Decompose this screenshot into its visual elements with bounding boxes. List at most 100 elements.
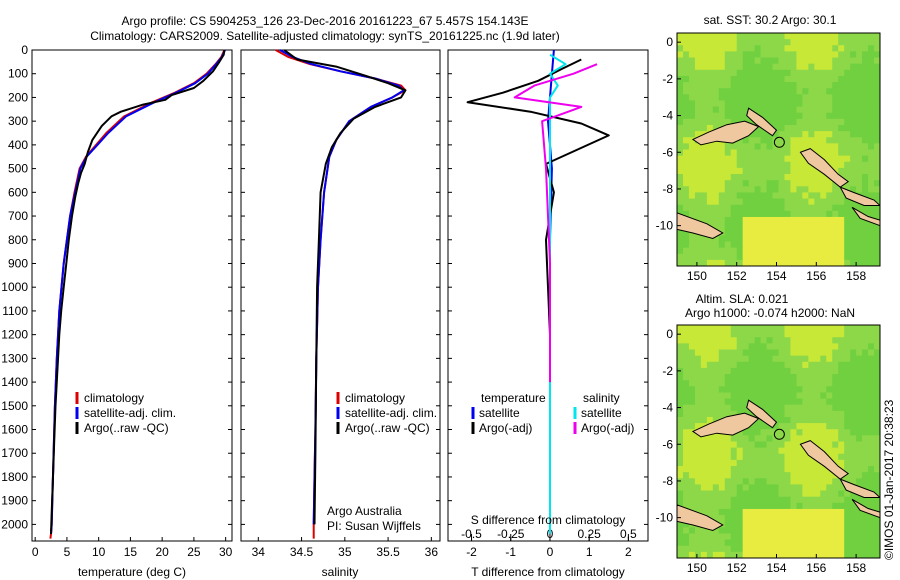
map-cell — [784, 447, 791, 455]
map-cell — [688, 253, 696, 261]
map-cell — [832, 131, 839, 138]
map-cell — [706, 174, 714, 181]
map-cell — [766, 374, 774, 381]
map-cell — [820, 404, 827, 412]
map-cell — [700, 361, 708, 369]
map-cell — [808, 63, 815, 71]
map-cell — [868, 337, 875, 344]
map-cell — [724, 453, 732, 461]
map-cell — [856, 515, 863, 522]
map-cell — [874, 502, 880, 510]
map-cell — [712, 210, 720, 218]
map-cell — [862, 149, 869, 157]
map-cell — [766, 223, 774, 230]
temperature-panel: 0 5 10 15 20 25 300100200300400500600700800900… — [1, 43, 232, 579]
map-cell — [700, 143, 708, 150]
series-line-salinity-argo-adj- — [513, 63, 598, 383]
map-cell — [682, 174, 690, 181]
map-y-tick-label: -2 — [662, 72, 673, 86]
map-cell — [766, 149, 774, 157]
map-cell — [712, 331, 720, 338]
map-cell — [832, 161, 839, 169]
map-cell — [694, 174, 702, 181]
map-cell — [766, 57, 774, 65]
map-cell — [820, 235, 827, 242]
map-cell — [832, 112, 839, 120]
map-cell — [754, 192, 762, 200]
map-cell — [724, 235, 732, 242]
map-cell — [874, 441, 880, 449]
map-cell — [790, 253, 797, 261]
map-cell — [832, 380, 839, 387]
map-cell — [706, 192, 714, 200]
map-cell — [868, 33, 875, 40]
map-cell — [688, 241, 696, 249]
map-cell — [778, 374, 785, 381]
map-cell — [802, 216, 809, 224]
map-cell — [772, 112, 779, 120]
map-y-tick-label: -6 — [662, 437, 673, 451]
map-cell — [838, 325, 845, 332]
map-cell — [796, 367, 803, 375]
map-cell — [694, 69, 702, 77]
map-cell — [796, 180, 803, 187]
map-cell — [694, 367, 702, 375]
map-cell — [862, 57, 869, 65]
map-cell — [850, 186, 857, 193]
map-cell — [790, 490, 797, 498]
map-cell — [784, 459, 791, 467]
salinity-plot-frame — [240, 49, 441, 542]
map-cell — [718, 447, 726, 455]
map-cell — [802, 355, 809, 363]
map-cell — [868, 57, 875, 65]
map-cell — [814, 167, 821, 175]
map-cell — [874, 63, 880, 71]
map-cell — [844, 137, 851, 144]
map-cell — [772, 45, 779, 52]
map-cell — [826, 416, 833, 424]
map-cell — [772, 380, 779, 387]
map-cell — [832, 259, 839, 266]
map-cell — [700, 502, 708, 510]
map-cell — [790, 69, 797, 77]
map-cell — [790, 241, 797, 249]
map-cell — [820, 253, 827, 261]
map-cell — [718, 551, 726, 558]
map-cell — [790, 180, 797, 187]
map-cell — [790, 51, 797, 59]
map-cell — [706, 435, 714, 442]
map-cell — [832, 235, 839, 242]
map-cell — [748, 380, 756, 387]
map-cell — [700, 198, 708, 206]
map-cell — [814, 216, 821, 224]
map-cell — [730, 192, 738, 200]
map-cell — [682, 429, 690, 436]
map-cell — [874, 192, 880, 200]
map-cell — [856, 75, 863, 83]
map-cell — [820, 124, 827, 132]
map-y-tick-label: -8 — [662, 474, 673, 488]
map-cell — [850, 386, 857, 393]
map-cell — [718, 75, 726, 83]
map-cell — [832, 355, 839, 363]
map-cell — [700, 416, 708, 424]
map-cell — [784, 472, 791, 479]
map-cell — [802, 75, 809, 83]
map-cell — [850, 253, 857, 261]
map-cell — [772, 100, 779, 108]
map-cell — [844, 100, 851, 108]
series-line-argo-raw-qc- — [283, 49, 407, 525]
sst-map-title: sat. SST: 30.2 Argo: 30.1 — [704, 13, 837, 27]
land-mass — [839, 186, 880, 206]
map-cell — [838, 459, 845, 467]
map-cell — [832, 75, 839, 83]
map-cell — [724, 447, 732, 455]
map-cell — [718, 361, 726, 369]
map-cell — [682, 229, 690, 236]
map-cell — [694, 398, 702, 406]
map-cell — [694, 447, 702, 455]
map-cell — [844, 545, 851, 553]
map-cell — [772, 57, 779, 65]
map-cell — [742, 337, 750, 344]
x-tick-label: 0 — [32, 545, 39, 559]
